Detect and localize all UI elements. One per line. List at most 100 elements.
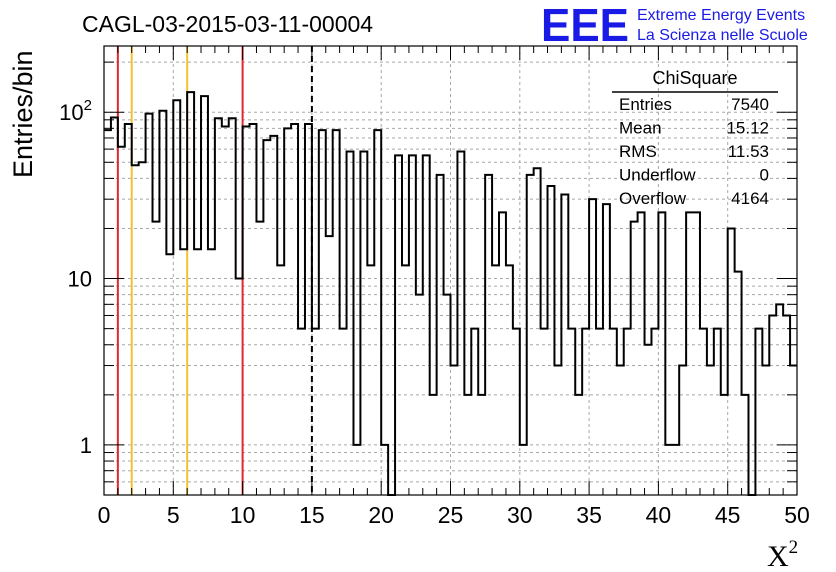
histogram-bin xyxy=(305,124,312,495)
histogram-bin xyxy=(485,175,492,495)
histogram-bin xyxy=(603,204,610,495)
x-tick-label: 5 xyxy=(167,502,180,528)
histogram-bin xyxy=(520,445,527,495)
stats-value: 7540 xyxy=(731,95,769,114)
histogram-bin xyxy=(125,124,132,495)
histogram-bin xyxy=(111,117,118,495)
stats-box: ChiSquare Entries 7540 Mean 15.12 RMS 11.53 Un… xyxy=(612,68,778,208)
histogram-bin xyxy=(277,265,284,495)
histogram-bin xyxy=(735,272,742,495)
logo-line1: Extreme Energy Events xyxy=(637,7,805,24)
histogram-bin xyxy=(624,329,631,495)
histogram-bin xyxy=(527,175,534,495)
histogram-bin xyxy=(139,162,146,495)
histogram-bin xyxy=(208,249,215,495)
histogram-bin xyxy=(631,222,638,495)
histogram-bin xyxy=(742,395,749,495)
histogram-bin xyxy=(367,265,374,495)
y-tick-label: 1 xyxy=(80,433,92,458)
histogram-bin xyxy=(222,127,229,495)
histogram-bin xyxy=(561,195,568,495)
histogram-bin xyxy=(693,212,700,495)
axis-ticks xyxy=(103,46,798,496)
histogram-bin xyxy=(118,147,125,495)
x-axis-title-sup: 2 xyxy=(789,537,799,558)
histogram-bin xyxy=(790,366,797,495)
y-tick-label: 10 xyxy=(68,267,92,292)
histogram-bin xyxy=(457,152,464,495)
stats-value: 15.12 xyxy=(726,119,769,138)
histogram-bin xyxy=(215,118,222,495)
histogram-bin xyxy=(776,304,783,495)
logo-mark: EEE xyxy=(541,0,629,51)
histogram-bin xyxy=(638,212,645,495)
histogram-bin xyxy=(381,445,388,495)
histogram-bin xyxy=(159,111,166,495)
histogram-bin xyxy=(374,130,381,495)
histogram-bin xyxy=(423,155,430,495)
histogram-bin xyxy=(617,366,624,495)
histogram-bin xyxy=(651,329,658,495)
histogram-bin xyxy=(686,212,693,495)
x-tick-label: 50 xyxy=(784,502,810,528)
y-axis-title: Entries/bin xyxy=(8,50,38,178)
histogram-bin xyxy=(596,329,603,495)
histogram-bin xyxy=(534,168,541,495)
x-axis-title: X2 xyxy=(767,537,798,572)
histogram-bin xyxy=(353,445,360,495)
histogram-bin xyxy=(506,265,513,495)
eee-logo: EEE Extreme Energy Events La Scienza nel… xyxy=(541,0,808,51)
histogram-bin xyxy=(672,445,679,495)
histogram-bin xyxy=(291,124,298,495)
histogram-bin xyxy=(665,445,672,495)
histogram-bin xyxy=(679,366,686,495)
y-tick-label-base: 10 xyxy=(59,100,83,125)
y-tick-label: 102 xyxy=(59,97,92,125)
stats-label: RMS xyxy=(619,142,657,161)
stats-value: 0 xyxy=(760,166,769,185)
x-tick-labels: 0 5 10 15 20 25 30 35 40 45 50 xyxy=(98,502,810,528)
stats-label: Overflow xyxy=(619,189,687,208)
histogram-bin xyxy=(444,295,451,495)
histogram-bin xyxy=(229,118,236,495)
histogram-bin xyxy=(499,212,506,495)
histogram-bin xyxy=(755,329,762,495)
stats-rows: Entries 7540 Mean 15.12 RMS 11.53 Underflow 0 Ov… xyxy=(619,95,769,208)
stats-title: ChiSquare xyxy=(652,68,737,88)
histogram-bin xyxy=(284,128,291,495)
histogram-bin xyxy=(589,199,596,495)
histogram-bin xyxy=(153,222,160,495)
histogram-bin xyxy=(326,236,333,495)
histogram-bin xyxy=(395,155,402,495)
histogram-bin xyxy=(256,222,263,495)
histogram-bin xyxy=(658,212,665,495)
histogram-bin xyxy=(568,329,575,495)
histogram-bin xyxy=(236,279,243,495)
histogram-bin xyxy=(132,165,139,495)
histogram-bin xyxy=(347,152,354,495)
histogram-bin xyxy=(187,92,194,495)
histogram-bin xyxy=(360,152,367,495)
x-tick-label: 20 xyxy=(368,502,394,528)
histogram-bin xyxy=(146,114,153,495)
histogram-bin xyxy=(416,295,423,495)
histogram-bin xyxy=(166,254,173,495)
histogram-bin xyxy=(541,329,548,495)
stats-label: Underflow xyxy=(619,166,696,185)
y-tick-label-exp: 2 xyxy=(84,97,92,114)
histogram-bin xyxy=(575,395,582,495)
stats-value: 4164 xyxy=(731,189,769,208)
x-tick-label: 45 xyxy=(715,502,741,528)
x-tick-label: 35 xyxy=(576,502,602,528)
histogram-bin xyxy=(104,130,111,495)
histogram-bin xyxy=(783,315,790,495)
histogram-bin xyxy=(263,140,270,495)
x-axis-title-main: X xyxy=(767,540,789,572)
histogram-bin xyxy=(319,130,326,495)
x-tick-label: 10 xyxy=(230,502,256,528)
histogram-bin xyxy=(201,96,208,495)
histogram-bin xyxy=(714,329,721,495)
x-tick-label: 40 xyxy=(646,502,672,528)
